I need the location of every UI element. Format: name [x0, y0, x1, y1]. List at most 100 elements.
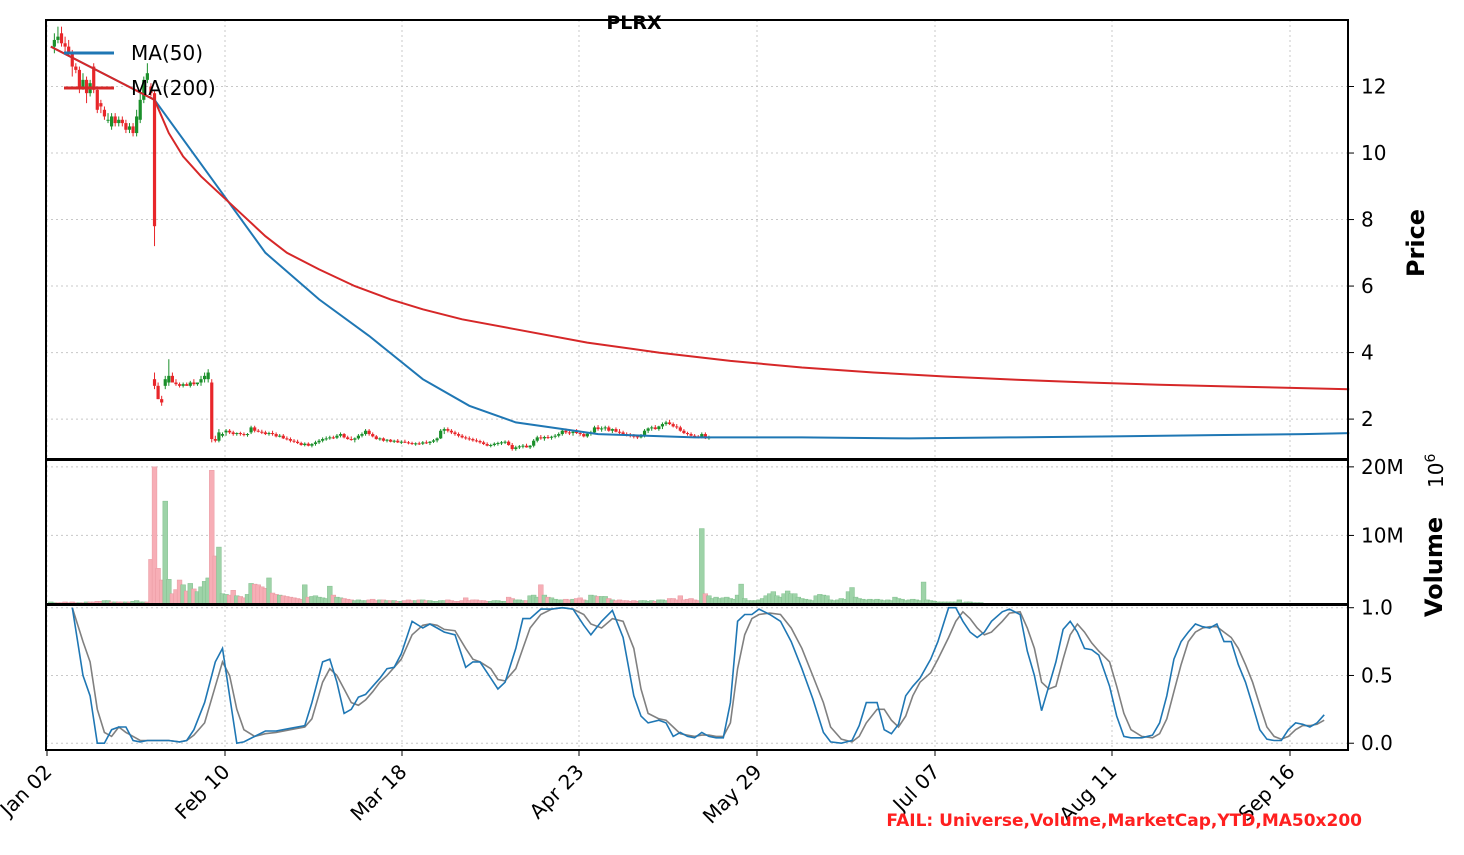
candle-body	[135, 116, 139, 134]
candle-body	[467, 438, 471, 440]
candle-body	[693, 435, 697, 437]
candle-body	[145, 73, 149, 80]
candle-body	[664, 422, 668, 425]
candle-body	[617, 431, 622, 433]
candle-body	[460, 435, 464, 438]
candle-body	[510, 445, 514, 450]
candle-body	[560, 430, 564, 435]
candle-body	[346, 437, 350, 440]
candle-body	[428, 441, 432, 444]
candle-body	[274, 434, 278, 437]
ma50-line	[50, 45, 1350, 440]
candle-body	[70, 53, 74, 67]
candle-body	[385, 439, 389, 441]
legend-label: MA(50)	[131, 41, 203, 65]
candle-body	[396, 440, 400, 443]
panel-frame	[45, 604, 1349, 751]
candle-body	[388, 439, 393, 442]
price-tick-label: 12	[1361, 75, 1386, 99]
candle-body	[321, 439, 325, 441]
candle-body	[285, 438, 289, 440]
candle-body	[270, 433, 275, 435]
candle-body	[67, 46, 71, 54]
candle-body	[185, 384, 189, 386]
candle-body	[92, 66, 96, 90]
candle-body	[492, 443, 496, 446]
x-tick-label: May 29	[698, 760, 767, 829]
candle-body	[507, 441, 511, 446]
candle-body	[299, 443, 303, 446]
candle-body	[521, 445, 525, 447]
candle-body	[342, 434, 346, 438]
candle-body	[535, 437, 539, 441]
candle-body	[675, 426, 679, 428]
candle-body	[260, 431, 264, 433]
candle-body	[109, 116, 114, 127]
candle-body	[220, 434, 225, 436]
candle-body	[149, 86, 153, 94]
candle-body	[228, 430, 232, 433]
x-tick-label: Jul 07	[887, 760, 945, 818]
candle-body	[152, 93, 157, 227]
candle-body	[471, 439, 475, 441]
candle-body	[685, 433, 690, 435]
candle-body	[102, 109, 107, 117]
candle-body	[600, 428, 604, 430]
candle-body	[253, 427, 257, 431]
candle-body	[464, 437, 468, 439]
candle-body	[99, 103, 103, 107]
candle-body	[131, 126, 135, 134]
candle-body	[517, 446, 521, 448]
volume-bar	[699, 528, 705, 605]
oscillator-tick-label: 0.0	[1361, 731, 1393, 755]
x-tick-label: Feb 10	[170, 760, 235, 825]
candle-body	[59, 33, 64, 44]
candle-body	[288, 439, 293, 441]
candle-body	[224, 430, 228, 433]
candle-body	[281, 435, 285, 439]
oscillator-tick-label: 0.5	[1361, 663, 1393, 687]
candle-body	[689, 434, 693, 436]
ma200-line	[50, 45, 1350, 391]
candle-body	[181, 384, 185, 386]
candle-body	[439, 430, 443, 439]
candle-body	[371, 434, 375, 437]
candle-body	[585, 433, 589, 437]
candle-body	[238, 433, 242, 435]
candle-body	[313, 442, 318, 445]
price-tick-label: 10	[1361, 141, 1386, 165]
candle-body	[95, 89, 99, 110]
candle-body	[582, 434, 586, 437]
candle-body	[163, 379, 167, 386]
candle-body	[417, 443, 421, 445]
candle-body	[338, 434, 343, 436]
candle-body	[614, 429, 618, 432]
candle-body	[245, 434, 250, 436]
fail-annotation: FAIL: Universe,Volume,MarketCap,YTD,MA50…	[886, 811, 1362, 831]
candle-body	[303, 443, 307, 446]
candle-body	[324, 438, 328, 440]
legend: MA(50) MA(200)	[64, 41, 216, 100]
x-tick-label: Mar 18	[345, 760, 411, 826]
candle-body	[292, 440, 296, 442]
candle-body	[456, 434, 461, 436]
price-axis-label: Price	[1402, 209, 1430, 277]
chart-title: PLRX	[606, 12, 662, 34]
candle-body	[378, 438, 382, 440]
candle-body	[682, 430, 686, 434]
candle-body	[195, 382, 200, 385]
candle-body	[278, 435, 282, 437]
oscillator-slow-line	[71, 606, 1325, 743]
candle-body	[360, 434, 364, 436]
candle-body	[63, 43, 67, 47]
candle-body	[574, 431, 579, 434]
candle-body	[328, 437, 332, 439]
candle-body	[106, 119, 110, 121]
candle-body	[499, 442, 504, 444]
volume-tick-label: 10M	[1361, 523, 1404, 547]
candle-body	[650, 427, 654, 429]
candle-body	[113, 116, 117, 124]
price-tick-label: 8	[1361, 208, 1374, 232]
candle-body	[249, 427, 253, 433]
candle-body	[160, 399, 164, 403]
